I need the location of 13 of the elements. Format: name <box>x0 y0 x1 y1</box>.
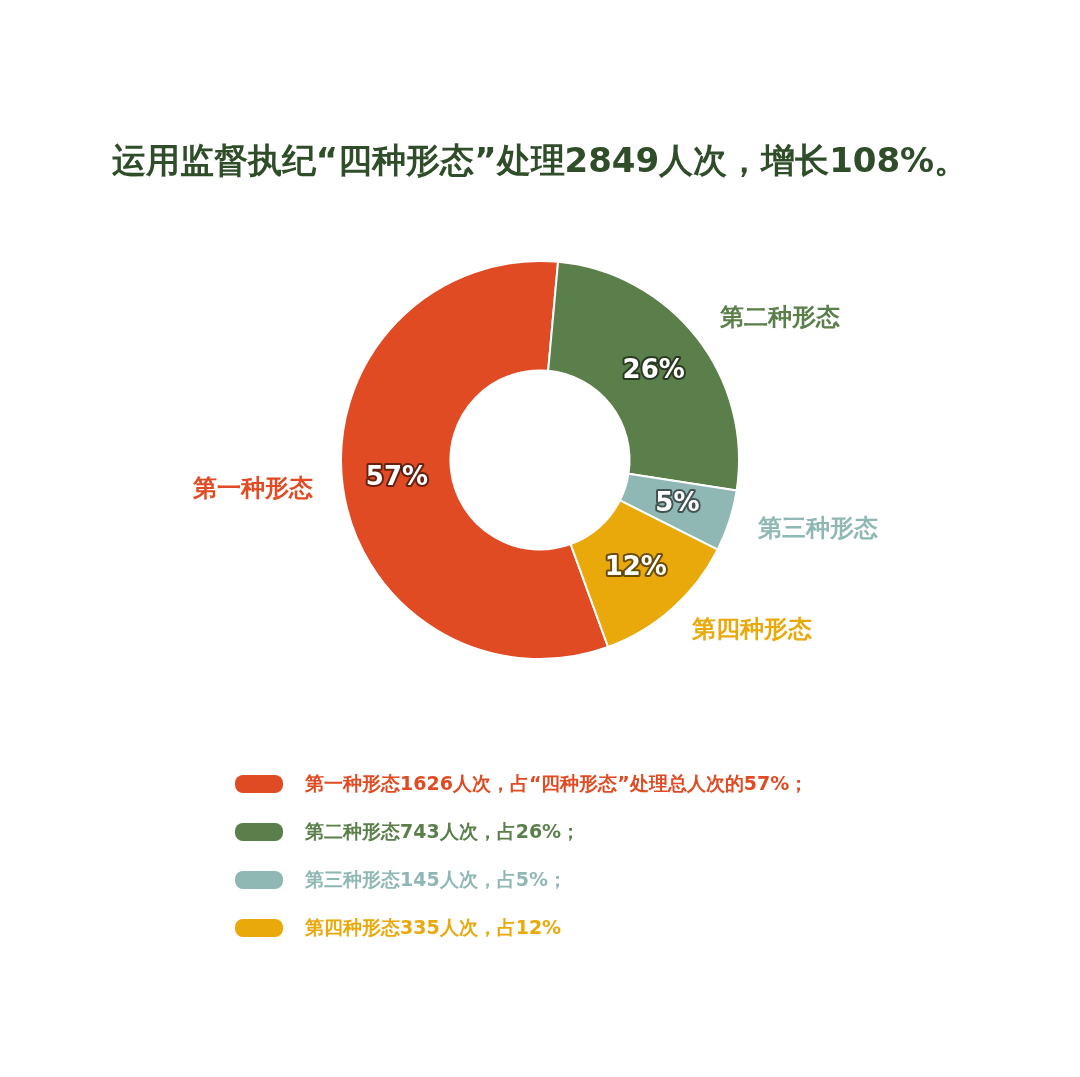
slice-label: 第四种形态 <box>691 615 813 644</box>
text: 第一种形态1626人次，占“四种形态”处理总人次的57%； <box>305 771 809 796</box>
data-label: 5% <box>655 486 700 517</box>
slice-label: 第一种形态 <box>191 473 313 502</box>
text: 第三种形态145人次，占5%； <box>305 867 567 892</box>
data-label: 12% <box>604 550 667 581</box>
data-label: 57% <box>365 461 429 492</box>
slice-label: 第三种形态 <box>757 514 879 543</box>
chart-title: 运用监督执纪“四种形态”处理2849人次，增长108%。 <box>110 139 970 182</box>
text: 第二种形态743人次，占26%； <box>305 819 581 844</box>
text: 第四种形态335人次，占12% <box>305 915 562 940</box>
slice-label: 第二种形态 <box>719 303 841 332</box>
data-label: 26% <box>622 353 685 384</box>
